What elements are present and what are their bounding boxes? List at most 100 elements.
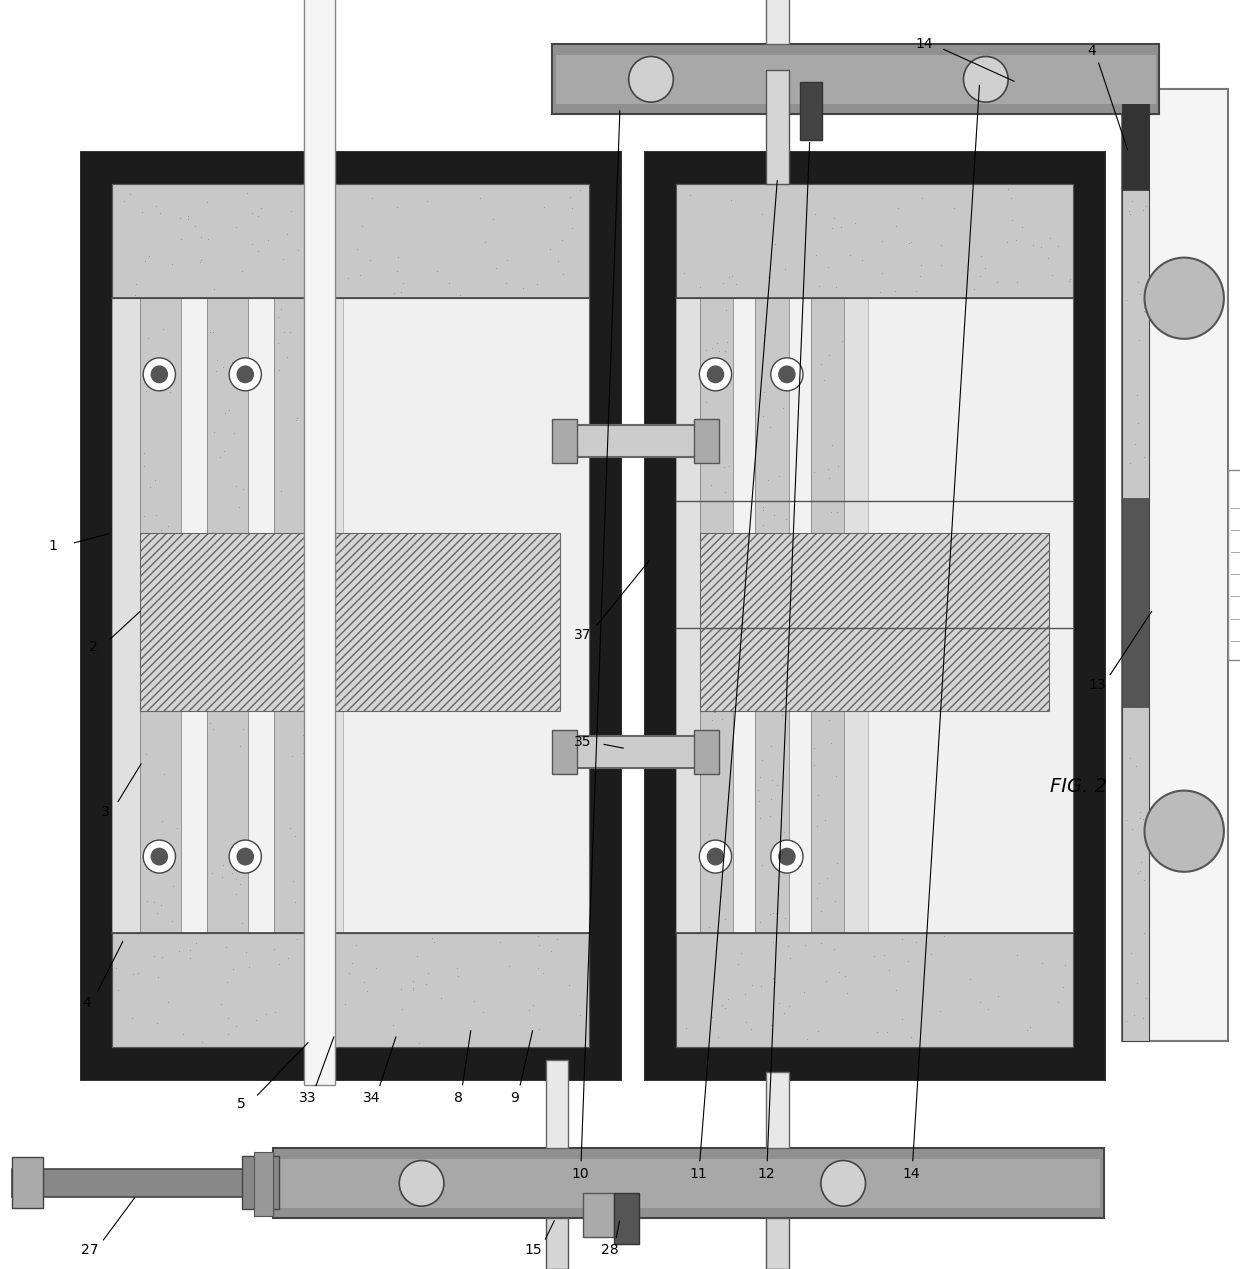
Point <box>217 972 237 992</box>
Point <box>228 846 248 867</box>
Point <box>384 283 404 303</box>
Point <box>312 277 332 297</box>
Point <box>764 355 784 376</box>
Point <box>780 996 800 1016</box>
Point <box>428 260 448 280</box>
Point <box>1126 585 1146 605</box>
Bar <box>112 184 589 1047</box>
Point <box>154 764 174 784</box>
Point <box>1032 237 1052 258</box>
Point <box>763 904 782 924</box>
Point <box>718 332 738 353</box>
Point <box>810 873 830 893</box>
Point <box>812 679 832 699</box>
Point <box>754 670 774 690</box>
Point <box>167 817 187 838</box>
Bar <box>277 1159 1100 1208</box>
Point <box>795 982 815 1003</box>
Point <box>203 421 223 442</box>
Point <box>811 901 831 921</box>
Bar <box>546 1060 568 1148</box>
Point <box>935 926 955 947</box>
Text: 27: 27 <box>81 1242 98 1258</box>
Point <box>970 265 990 286</box>
Text: 4: 4 <box>1086 43 1096 58</box>
Point <box>766 774 786 794</box>
Point <box>815 371 835 391</box>
Point <box>714 457 734 477</box>
Point <box>232 914 252 934</box>
Point <box>131 202 151 222</box>
Point <box>301 904 321 924</box>
Point <box>749 791 769 811</box>
Point <box>277 346 296 367</box>
Point <box>570 1005 590 1025</box>
Point <box>159 669 179 689</box>
Point <box>234 675 254 695</box>
Circle shape <box>629 56 673 103</box>
Point <box>760 416 780 437</box>
Point <box>342 953 362 973</box>
Point <box>181 939 201 959</box>
Point <box>1120 747 1140 768</box>
Point <box>269 953 289 973</box>
Point <box>239 957 259 977</box>
Bar <box>676 298 699 933</box>
Point <box>242 203 262 223</box>
Point <box>527 274 547 294</box>
Point <box>874 945 894 966</box>
Bar <box>676 933 1073 1047</box>
Point <box>339 268 358 288</box>
Point <box>796 1029 816 1049</box>
Text: 10: 10 <box>572 1166 589 1181</box>
Bar <box>614 1193 639 1244</box>
Point <box>135 381 155 401</box>
Point <box>1133 924 1153 944</box>
Point <box>817 868 837 888</box>
Point <box>837 982 857 1003</box>
Point <box>392 999 412 1019</box>
Point <box>1130 330 1149 350</box>
Point <box>280 322 300 343</box>
Point <box>699 917 719 938</box>
Point <box>822 218 842 239</box>
Point <box>450 286 470 306</box>
Point <box>134 443 154 463</box>
Point <box>383 1015 403 1036</box>
Bar <box>552 44 1159 114</box>
Point <box>804 739 823 759</box>
Point <box>124 963 144 983</box>
Point <box>290 582 310 603</box>
Point <box>712 709 732 730</box>
Point <box>804 462 823 482</box>
Point <box>211 638 231 659</box>
Point <box>1131 527 1151 547</box>
Point <box>475 232 495 253</box>
Point <box>697 339 717 359</box>
Point <box>713 548 733 569</box>
Point <box>696 392 715 412</box>
Point <box>191 227 211 247</box>
Point <box>206 362 226 382</box>
Bar <box>207 298 248 933</box>
Point <box>143 656 162 676</box>
Point <box>1122 192 1142 212</box>
Point <box>884 282 904 302</box>
Point <box>165 575 185 595</box>
Point <box>753 497 773 518</box>
Point <box>570 179 590 199</box>
Point <box>153 947 172 967</box>
Point <box>888 198 908 218</box>
Point <box>161 684 181 704</box>
Point <box>559 975 579 995</box>
Point <box>170 208 190 228</box>
Point <box>1120 204 1140 225</box>
Point <box>872 231 892 251</box>
Point <box>533 198 553 218</box>
Point <box>136 858 156 878</box>
Point <box>248 241 268 261</box>
Point <box>339 963 358 983</box>
Bar <box>694 730 719 774</box>
Point <box>811 542 831 562</box>
Point <box>1001 188 1021 208</box>
